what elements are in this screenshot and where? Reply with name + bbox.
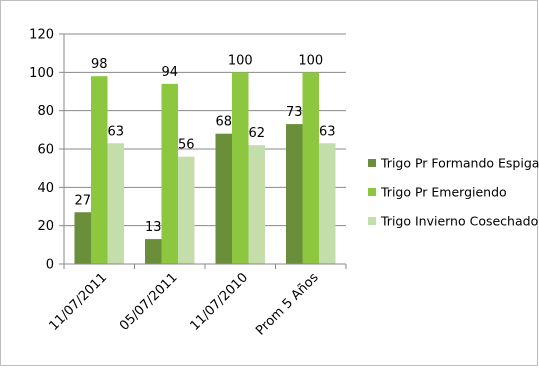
bar xyxy=(248,145,265,264)
bar xyxy=(286,124,303,264)
y-tick-label: 100 xyxy=(29,66,54,81)
data-label: 100 xyxy=(228,53,253,68)
data-label: 73 xyxy=(286,105,303,120)
bar xyxy=(91,76,108,265)
legend-label: Trigo Invierno Cosechado xyxy=(380,214,538,229)
legend-swatch xyxy=(368,188,376,196)
legend-label: Trigo Pr Formando Espiga xyxy=(380,156,539,171)
x-tick-label: 05/07/2011 xyxy=(117,270,181,334)
y-tick-label: 0 xyxy=(46,258,54,273)
bar xyxy=(161,83,178,264)
bar xyxy=(178,156,195,264)
data-label: 100 xyxy=(298,53,323,68)
bar xyxy=(145,239,162,264)
data-label: 63 xyxy=(107,124,124,139)
x-tick-label: 11/07/2010 xyxy=(187,270,251,334)
bar xyxy=(232,72,249,264)
x-tick-label: Prom 5 Años xyxy=(253,270,322,339)
data-label: 98 xyxy=(91,57,108,72)
y-tick-label: 80 xyxy=(37,104,54,119)
data-label: 56 xyxy=(178,138,195,153)
bar xyxy=(215,133,232,264)
bar xyxy=(107,143,124,264)
bar xyxy=(302,72,319,264)
data-label: 68 xyxy=(215,115,232,130)
x-tick-label: 11/07/2011 xyxy=(46,270,110,334)
legend-swatch xyxy=(368,217,376,225)
y-tick-label: 40 xyxy=(37,181,54,196)
bar xyxy=(74,212,91,264)
y-tick-label: 120 xyxy=(29,28,54,43)
legend-swatch xyxy=(368,159,376,167)
bar xyxy=(319,143,336,264)
data-label: 62 xyxy=(248,126,265,141)
data-label: 63 xyxy=(319,124,336,139)
data-label: 13 xyxy=(145,220,162,235)
legend-label: Trigo Pr Emergiendo xyxy=(380,185,507,200)
data-label: 27 xyxy=(74,193,91,208)
y-tick-label: 60 xyxy=(37,143,54,158)
y-tick-label: 20 xyxy=(37,219,54,234)
data-label: 94 xyxy=(161,65,178,80)
